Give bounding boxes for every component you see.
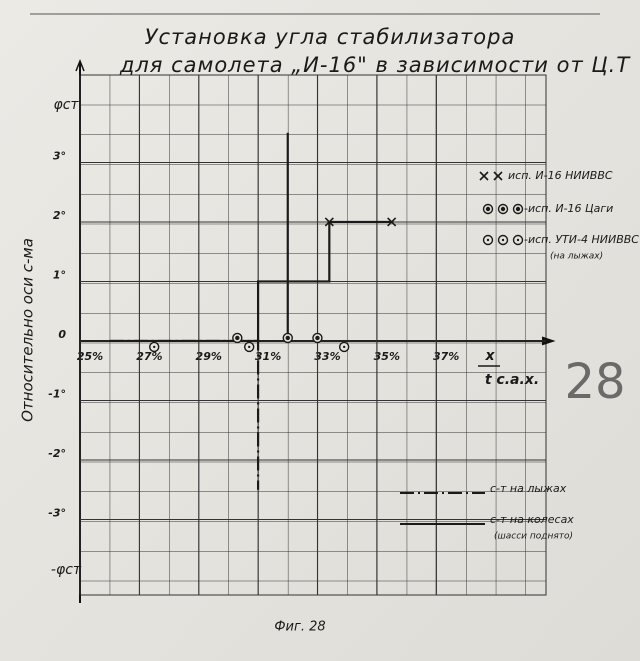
- chart-subtitle: для самолета „И-16" в зависимости от Ц.Т: [119, 53, 632, 77]
- marker-part: [486, 238, 490, 242]
- legend-label: исп. И-16 НИИВВС: [508, 169, 613, 182]
- point: [243, 341, 255, 353]
- legend-marker: [493, 171, 503, 181]
- marker-part: [315, 335, 320, 341]
- legend-marker: [512, 234, 524, 246]
- y-tick-label: 2°: [53, 209, 66, 222]
- x-tick-label: 33%: [314, 350, 340, 363]
- legend-label: с-т на лыжах: [490, 482, 567, 495]
- legend-marker: [512, 203, 524, 215]
- y-tick-label: -3°: [48, 506, 66, 519]
- marker-part: [247, 345, 251, 349]
- x-tick-label: 29%: [196, 350, 222, 363]
- legend-label: с-т на колесах: [490, 513, 574, 526]
- marker-part: [485, 206, 491, 212]
- page-mark: 28: [564, 354, 625, 410]
- legend-marker: [497, 234, 509, 246]
- marker-part: [516, 238, 520, 242]
- point: [387, 217, 397, 227]
- x-tick-label: 37%: [433, 350, 459, 363]
- point: [312, 332, 323, 344]
- caption: Фиг. 28: [274, 620, 325, 635]
- point: [324, 217, 334, 227]
- x-tick-label: 25%: [77, 350, 103, 363]
- marker-part: [500, 206, 506, 212]
- marker-part: [153, 345, 156, 349]
- legend-marker: [482, 203, 494, 215]
- x-tick-label: 27%: [136, 350, 162, 363]
- y-bottom-label: -φст: [51, 562, 82, 578]
- legend-note: (шасси поднято): [494, 532, 573, 542]
- marker-part: [285, 335, 290, 341]
- point: [232, 332, 243, 344]
- marker-part: [324, 217, 334, 227]
- y-tick-label: -1°: [48, 387, 66, 400]
- legend-label: -исп. И-16 Цаги: [524, 202, 613, 215]
- marker-part: [387, 217, 397, 227]
- legend-note: (на лыжах): [550, 252, 603, 262]
- legend-marker: [479, 171, 489, 181]
- y-tick-label: 0: [58, 328, 66, 341]
- point: [149, 341, 160, 353]
- marker-part: [515, 206, 521, 212]
- point: [338, 341, 350, 353]
- y-axis-label: Относительно оси с-ма: [19, 238, 37, 422]
- legend-marker: [497, 203, 509, 215]
- grid-paper: [79, 74, 547, 596]
- chart-title: Установка угла стабилизатора: [145, 25, 516, 49]
- x-tick-label: 35%: [374, 350, 400, 363]
- marker-part: [235, 335, 240, 341]
- y-axis-arrow: [75, 58, 85, 72]
- legend-marker: [482, 234, 494, 246]
- marker-part: [479, 171, 489, 181]
- y-top-label: φст: [53, 97, 79, 113]
- line: [109, 339, 260, 490]
- x-tick-label: 31%: [255, 350, 281, 363]
- x-axis-label-under: t с.а.х.: [485, 372, 539, 388]
- y-tick-label: -2°: [48, 447, 66, 460]
- point: [282, 332, 293, 344]
- legend-label: -исп. УТИ-4 НИИВВС: [524, 233, 639, 246]
- x-axis-label: x: [484, 348, 495, 364]
- y-tick-label: 3°: [53, 149, 66, 162]
- marker-part: [501, 238, 505, 242]
- marker-part: [493, 171, 503, 181]
- marker-part: [342, 345, 346, 349]
- y-tick-label: 1°: [53, 268, 66, 281]
- x-axis-arrow: [541, 336, 556, 346]
